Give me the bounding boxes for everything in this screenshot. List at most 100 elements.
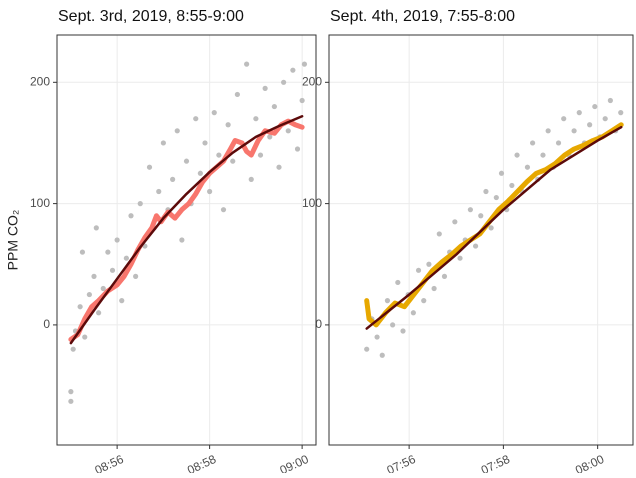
data-point [390, 322, 396, 328]
data-point [216, 152, 222, 158]
data-point [100, 285, 106, 292]
panel-background [57, 35, 316, 445]
data-point [301, 61, 308, 67]
x-tick-label: 08:00 [573, 452, 606, 473]
data-point [234, 91, 240, 98]
data-point [587, 122, 593, 128]
data-point [202, 140, 208, 146]
data-point [183, 158, 190, 164]
data-point [82, 334, 88, 340]
data-point [96, 310, 102, 316]
y-tick-label: 0 [43, 317, 50, 331]
data-point [509, 182, 515, 189]
x-tick-label: 09:00 [278, 452, 311, 473]
data-point [478, 213, 484, 219]
y-tick-label: 0 [315, 317, 322, 331]
data-point [607, 97, 613, 104]
data-point [257, 152, 264, 158]
data-point [146, 164, 153, 170]
data-point [602, 116, 608, 122]
panel-background [329, 35, 633, 445]
panel-title: Sept. 4th, 2019, 7:55-8:00 [330, 8, 515, 25]
data-point [299, 97, 305, 104]
data-point [197, 170, 203, 176]
x-tick-label: 07:56 [385, 452, 418, 473]
data-point [91, 273, 97, 279]
data-point [426, 261, 432, 267]
data-point [415, 267, 422, 273]
data-point [225, 122, 231, 128]
data-point [109, 267, 116, 273]
trend-line [69, 115, 304, 345]
data-point [86, 291, 92, 298]
data-point [285, 128, 291, 134]
data-point [211, 110, 217, 116]
data-point [384, 298, 391, 304]
data-point [431, 285, 437, 292]
data-point [294, 146, 301, 152]
panel-border [328, 34, 634, 446]
data-point [467, 207, 473, 213]
data-point [576, 110, 582, 116]
data-point [170, 176, 176, 182]
data-point [618, 110, 624, 116]
panel-border [56, 34, 317, 446]
data-point [452, 219, 458, 225]
data-point [436, 231, 442, 237]
data-point [488, 225, 494, 231]
data-point [160, 140, 166, 146]
data-point [193, 116, 199, 122]
data-point [262, 85, 268, 91]
data-point [400, 328, 406, 334]
trend-line [68, 118, 305, 342]
data-point [457, 255, 463, 261]
data-point [68, 398, 74, 404]
data-point [421, 298, 427, 304]
data-point [290, 67, 296, 73]
y-tick-label: 100 [30, 196, 50, 210]
data-point [281, 79, 287, 85]
data-point [545, 128, 551, 134]
x-tick-label: 08:56 [93, 452, 126, 473]
data-point [276, 164, 282, 170]
data-point [493, 194, 499, 201]
data-point [114, 237, 120, 243]
data-point [379, 352, 385, 358]
data-point [156, 188, 162, 195]
data-point [555, 140, 562, 146]
data-point [133, 273, 139, 279]
data-point [271, 103, 277, 110]
data-point [244, 61, 250, 67]
data-point [374, 334, 380, 340]
data-point [267, 134, 273, 140]
x-tick-label: 07:58 [479, 452, 512, 473]
data-point [248, 176, 254, 182]
data-point [179, 237, 185, 243]
data-point [364, 346, 370, 352]
data-point [483, 188, 489, 195]
y-tick-label: 200 [30, 74, 50, 88]
y-tick-label: 100 [302, 196, 322, 210]
data-point [410, 310, 416, 316]
data-point [561, 116, 567, 122]
data-point [592, 103, 598, 110]
data-point [220, 207, 227, 213]
trend-line [365, 125, 623, 330]
data-point [230, 158, 236, 164]
data-point [79, 249, 86, 255]
panel-title: Sept. 3rd, 2019, 8:55-9:00 [58, 8, 244, 25]
data-point [540, 152, 546, 158]
data-point [571, 128, 577, 134]
data-point [119, 298, 125, 304]
data-point [514, 152, 520, 158]
data-point [93, 225, 99, 231]
data-point [207, 188, 213, 195]
data-point [174, 128, 180, 134]
data-point [128, 213, 134, 219]
data-point [498, 170, 505, 176]
data-point [524, 164, 531, 170]
data-point [137, 201, 143, 207]
data-point [441, 273, 448, 279]
